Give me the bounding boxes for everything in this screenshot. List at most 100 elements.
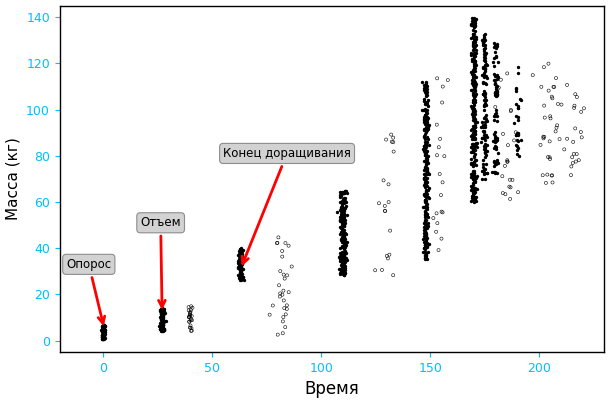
Point — [470, 124, 479, 131]
Point — [469, 135, 479, 141]
Point — [492, 137, 501, 143]
Point — [98, 328, 108, 335]
Point — [235, 252, 245, 258]
Point — [469, 44, 479, 50]
Point — [232, 271, 242, 278]
Point — [476, 124, 486, 130]
Point — [339, 190, 349, 196]
Point — [420, 158, 429, 164]
Point — [235, 246, 245, 252]
Point — [374, 200, 384, 206]
Point — [98, 323, 108, 329]
Point — [235, 248, 245, 254]
Point — [506, 107, 516, 113]
Point — [234, 248, 244, 254]
Point — [340, 220, 350, 226]
Point — [339, 189, 348, 195]
Point — [490, 72, 500, 79]
Point — [97, 332, 107, 339]
Point — [339, 213, 348, 220]
Point — [420, 147, 430, 154]
Point — [159, 311, 168, 318]
Point — [468, 24, 478, 31]
Point — [98, 335, 108, 341]
Point — [157, 322, 167, 328]
Point — [421, 242, 431, 248]
Point — [479, 146, 489, 152]
Point — [469, 96, 479, 102]
Point — [339, 238, 348, 244]
Point — [420, 152, 429, 158]
Point — [384, 181, 393, 187]
Point — [492, 93, 502, 99]
Point — [340, 248, 350, 254]
Point — [491, 44, 501, 50]
Point — [552, 122, 562, 128]
Point — [337, 249, 347, 256]
Point — [157, 315, 167, 321]
Point — [419, 175, 429, 181]
Point — [336, 213, 345, 220]
Point — [422, 175, 431, 181]
Point — [481, 154, 490, 160]
Point — [98, 336, 108, 343]
Point — [471, 50, 481, 57]
Point — [99, 335, 109, 341]
Point — [157, 305, 167, 311]
Point — [471, 36, 481, 42]
Point — [237, 255, 247, 261]
Point — [496, 76, 506, 83]
Point — [422, 113, 431, 120]
Point — [493, 59, 503, 65]
Point — [236, 249, 246, 255]
Point — [339, 196, 349, 203]
Point — [337, 243, 346, 249]
Point — [233, 260, 243, 266]
Point — [478, 164, 488, 170]
Point — [337, 266, 347, 272]
Point — [492, 84, 501, 90]
Point — [335, 214, 345, 220]
Point — [420, 256, 429, 262]
Point — [512, 105, 522, 111]
Point — [236, 251, 246, 258]
Point — [471, 42, 481, 48]
Point — [281, 240, 290, 246]
Point — [421, 121, 431, 128]
Point — [420, 180, 430, 187]
Point — [98, 331, 108, 337]
Point — [468, 14, 478, 21]
Point — [234, 259, 244, 265]
Point — [420, 89, 429, 96]
Point — [234, 259, 244, 265]
Point — [492, 159, 502, 165]
Point — [422, 178, 431, 185]
Point — [469, 54, 479, 61]
Point — [187, 327, 196, 334]
Point — [98, 325, 108, 332]
Point — [469, 168, 479, 175]
Point — [470, 17, 480, 24]
Point — [492, 89, 502, 96]
Point — [422, 119, 432, 125]
Point — [540, 114, 550, 121]
Point — [421, 79, 431, 86]
Point — [468, 162, 478, 168]
Point — [477, 135, 487, 141]
Point — [237, 259, 246, 265]
Point — [424, 142, 434, 149]
Point — [419, 119, 429, 125]
Point — [422, 217, 431, 223]
Point — [470, 39, 480, 45]
Point — [424, 122, 434, 128]
Point — [336, 212, 346, 219]
Point — [470, 46, 479, 53]
Point — [336, 253, 345, 259]
Point — [99, 330, 109, 337]
Point — [468, 41, 478, 47]
Point — [468, 92, 478, 99]
Point — [470, 116, 480, 122]
Point — [341, 203, 351, 210]
Point — [157, 319, 167, 326]
Point — [337, 261, 347, 268]
